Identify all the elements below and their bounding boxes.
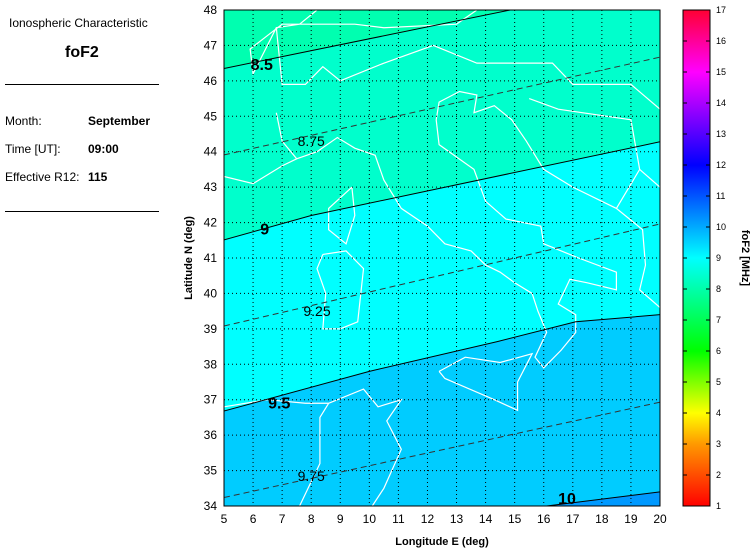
colorbar-tick-label: 5 (716, 377, 721, 387)
coastline (299, 402, 330, 506)
x-tick-label: 6 (250, 512, 257, 526)
colorbar-tick-label: 10 (716, 222, 726, 232)
colorbar-tick-label: 2 (716, 470, 721, 480)
divider (5, 84, 159, 85)
coastline (249, 10, 478, 76)
colorbar-tick-label: 15 (716, 67, 726, 77)
contour-label: 9.5 (268, 395, 290, 412)
coastline (639, 168, 660, 188)
contour-label: 10 (558, 491, 576, 508)
x-tick-label: 5 (221, 512, 228, 526)
x-tick-label: 12 (421, 512, 435, 526)
colorbar-label: foF2 [MHz] (739, 230, 751, 287)
colorbar-tick-label: 8 (716, 284, 721, 294)
y-tick-label: 35 (204, 464, 218, 478)
y-tick-label: 38 (204, 357, 218, 371)
contour-label: 8.5 (251, 57, 273, 74)
x-tick-label: 17 (566, 512, 580, 526)
coastline (275, 112, 298, 160)
colorbar-tick-label: 12 (716, 160, 726, 170)
y-tick-label: 36 (204, 428, 218, 442)
y-tick-label: 44 (204, 145, 218, 159)
x-axis-label: Longitude E (deg) (395, 536, 489, 548)
x-tick-label: 13 (450, 512, 464, 526)
characteristic-title: foF2 (65, 44, 99, 61)
colorbar-tick-label: 1 (716, 501, 721, 511)
y-tick-label: 39 (204, 322, 218, 336)
y-tick-label: 41 (204, 251, 218, 265)
band-10 (224, 491, 660, 506)
colorbar-tick-label: 11 (716, 191, 725, 201)
x-tick-label: 14 (479, 512, 493, 526)
y-tick-label: 46 (204, 74, 218, 88)
divider (5, 211, 159, 212)
x-tick-label: 15 (508, 512, 522, 526)
colorbar-tick-label: 13 (716, 129, 726, 139)
colorbar-tick-label: 7 (716, 315, 721, 325)
y-tick-label: 40 (204, 286, 218, 300)
colorbar (682, 9, 711, 507)
time-value: 09:00 (88, 142, 119, 156)
x-tick-label: 20 (653, 512, 667, 526)
band-9.5 (224, 314, 660, 506)
contour-label: 9.25 (303, 303, 330, 319)
contour-label: 9 (260, 222, 269, 239)
coastline (438, 352, 534, 412)
coastline (528, 98, 641, 209)
contour-line-9.25 (224, 223, 660, 327)
colorbar-tick-label: 4 (716, 408, 721, 418)
colorbar-tick-label: 17 (716, 5, 726, 15)
contour-line-9.75 (224, 401, 660, 498)
contour-label: 9.75 (298, 468, 325, 484)
coastline (275, 27, 660, 110)
colorbar-tick-label: 14 (716, 98, 726, 108)
colorbar-tick-label: 16 (716, 36, 726, 46)
x-tick-label: 18 (595, 512, 609, 526)
contour-line-10 (546, 491, 660, 506)
heading: Ionospheric Characteristic (9, 16, 148, 30)
month-label: Month: (5, 114, 42, 128)
r12-label: Effective R12: (5, 170, 80, 184)
contour-line-9.5 (224, 314, 660, 412)
x-tick-label: 16 (537, 512, 551, 526)
month-value: September (88, 114, 151, 128)
y-tick-label: 42 (204, 216, 218, 230)
r12-value: 115 (88, 170, 108, 184)
contour-line-8.5 (224, 10, 511, 69)
x-tick-label: 7 (279, 512, 286, 526)
x-tick-label: 9 (337, 512, 344, 526)
coastline (224, 388, 403, 506)
y-tick-label: 45 (204, 109, 218, 123)
contour-label: 8.75 (298, 133, 325, 149)
contour-line-9 (224, 141, 660, 241)
coastline (224, 90, 660, 369)
y-tick-label: 43 (204, 180, 218, 194)
y-tick-label: 48 (204, 3, 218, 17)
colorbar-tick-label: 3 (716, 439, 721, 449)
colorbar-tick-label: 9 (716, 253, 721, 263)
x-tick-label: 19 (624, 512, 638, 526)
y-axis-label: Latitude N (deg) (183, 216, 195, 300)
colorbar-tick-label: 6 (716, 346, 721, 356)
coastline (328, 186, 356, 245)
plot-frame (223, 9, 661, 507)
x-tick-label: 11 (392, 512, 405, 526)
time-label: Time [UT]: (5, 142, 61, 156)
y-tick-label: 47 (204, 38, 218, 52)
contour-line-8.75 (224, 56, 660, 156)
x-tick-label: 10 (363, 512, 377, 526)
y-tick-label: 37 (204, 393, 218, 407)
x-tick-label: 8 (308, 512, 315, 526)
y-tick-label: 34 (204, 499, 218, 513)
